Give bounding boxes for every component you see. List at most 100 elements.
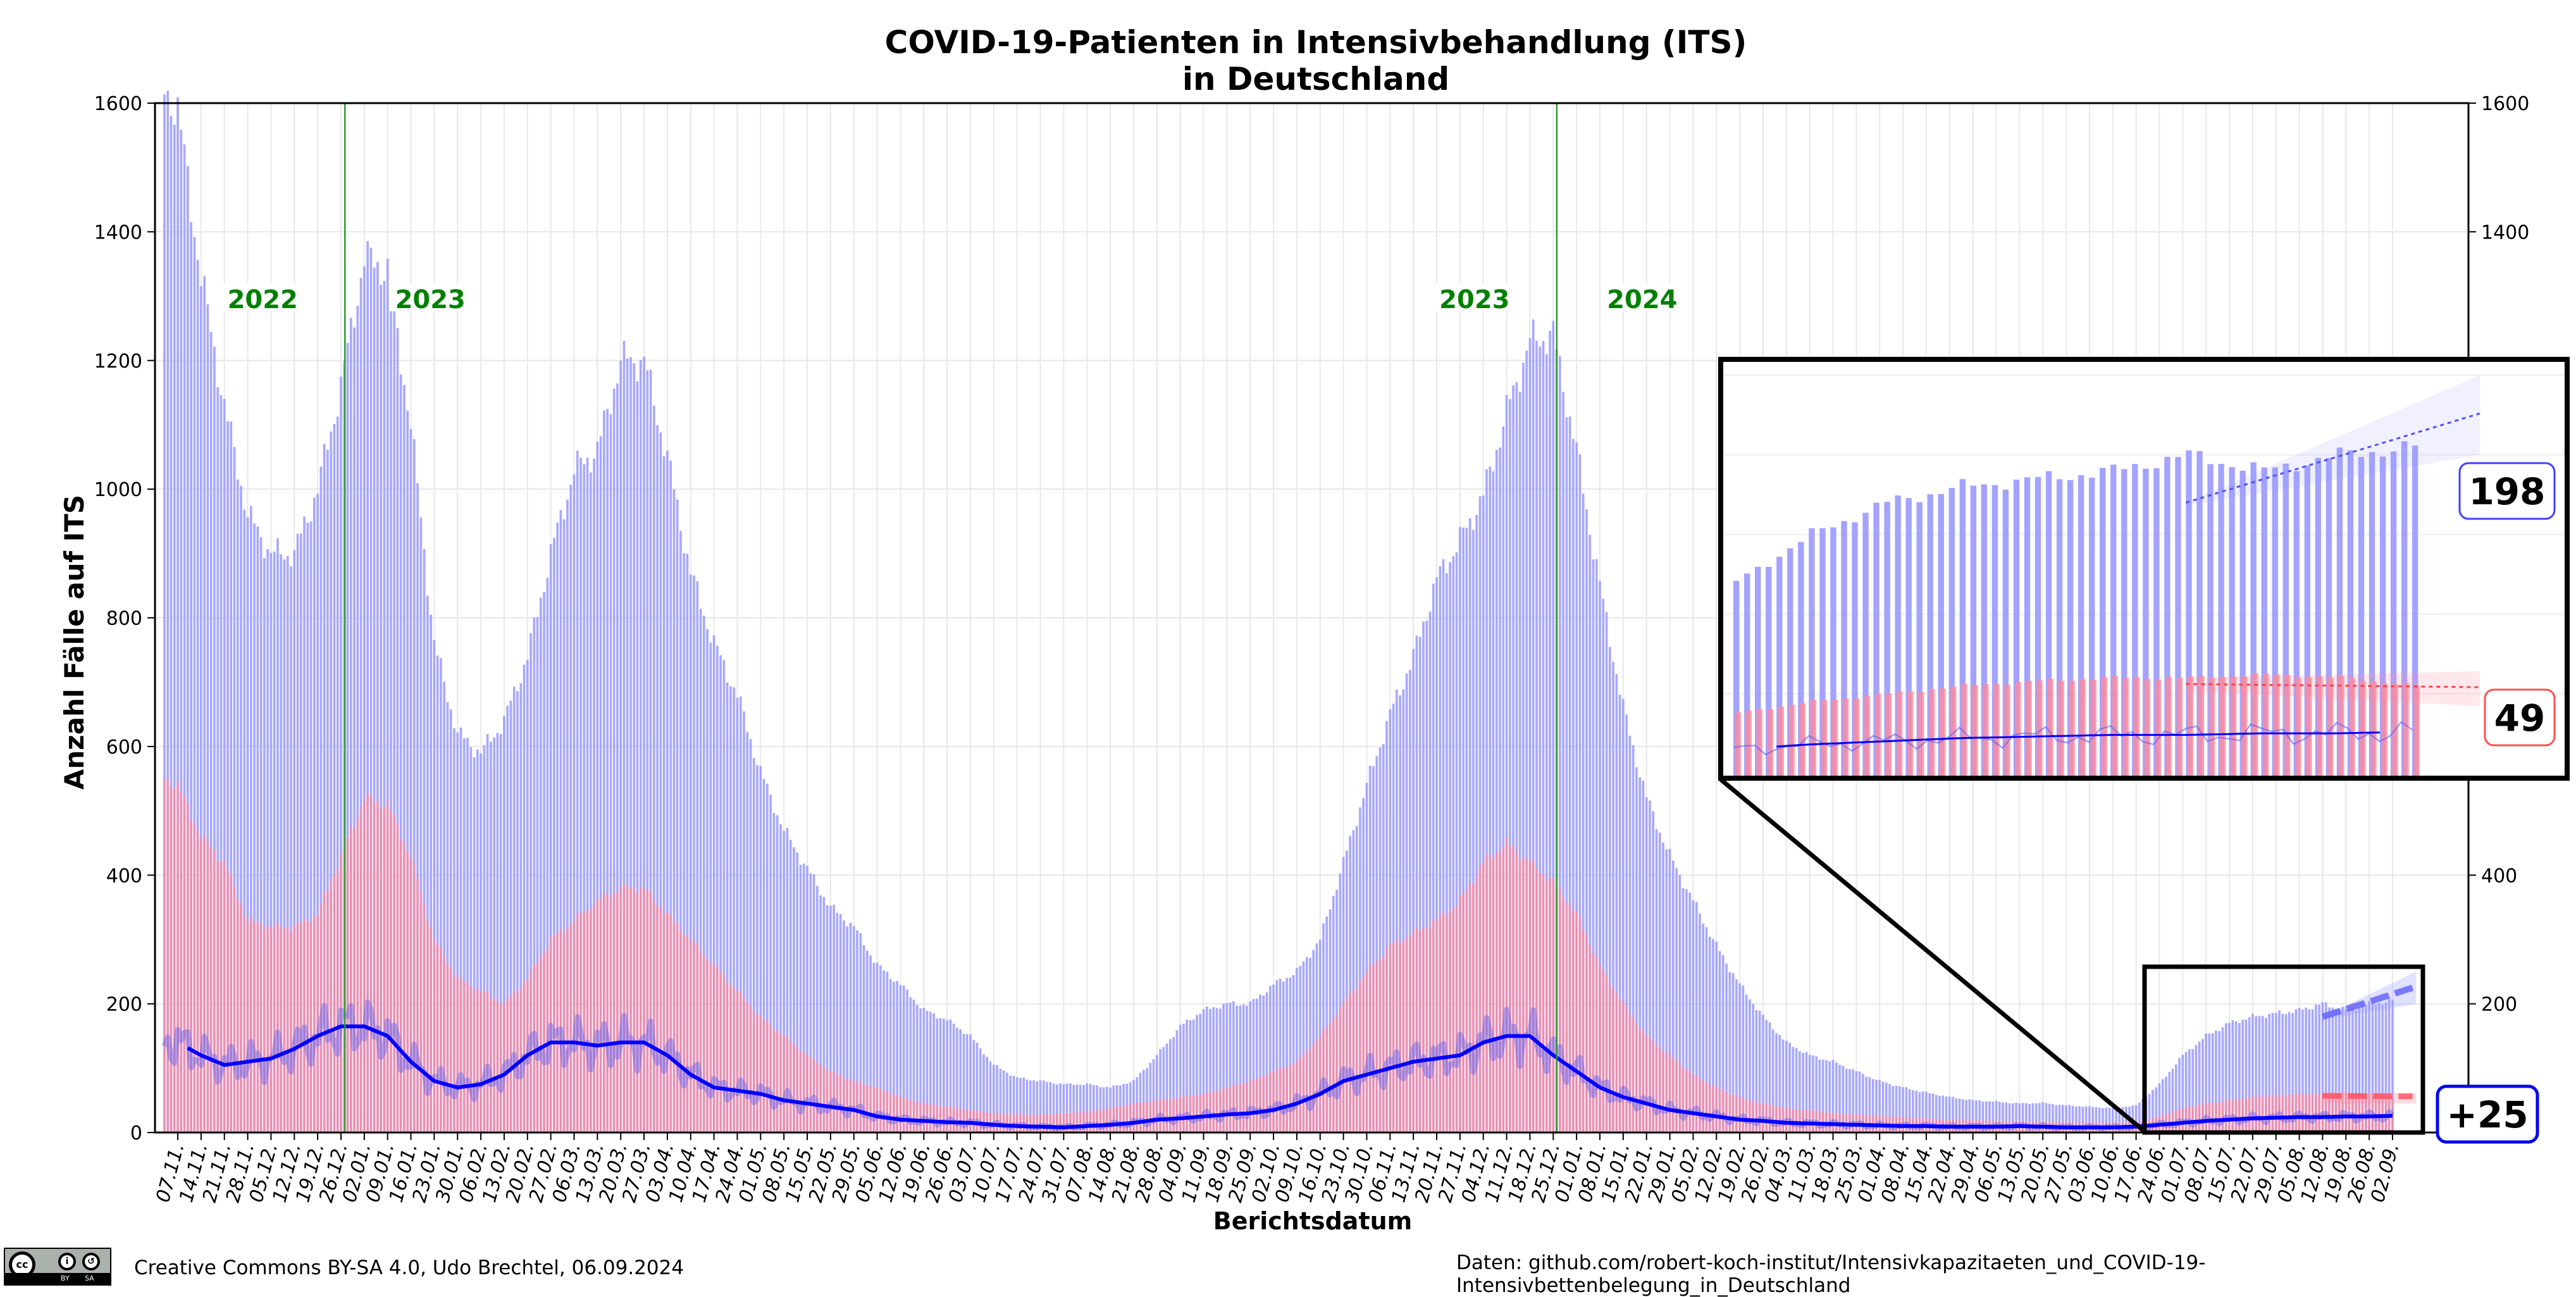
- bar-ventilated: [1549, 878, 1551, 1133]
- bar-total: [2248, 1017, 2251, 1133]
- bar-total: [1089, 1084, 1092, 1133]
- bar-ventilated: [1225, 1087, 1229, 1133]
- line-new-admissions-ma: [187, 1024, 2393, 1129]
- bar-ventilated: [1039, 1114, 1042, 1133]
- bar-ventilated: [1122, 1105, 1125, 1133]
- bar-ventilated: [1805, 1109, 1808, 1133]
- bar-ventilated: [1289, 1065, 1292, 1133]
- bar-ventilated: [2268, 1095, 2271, 1133]
- bar-total: [1149, 1063, 1152, 1133]
- bar-total: [2384, 1002, 2387, 1133]
- cc-license-badge[interactable]: cc i ↺ BY SA: [4, 1248, 111, 1286]
- bar-total: [1359, 807, 1361, 1133]
- bar-total: [2361, 1005, 2364, 1133]
- inset-bar-ventilated: [1983, 684, 1989, 778]
- bar-total: [576, 450, 579, 1133]
- bar-total: [2198, 1041, 2201, 1133]
- bar-total: [1265, 992, 1268, 1133]
- bar-total: [2348, 1008, 2351, 1133]
- bar-total: [512, 686, 516, 1133]
- weekly-change-label-box: [2436, 1084, 2539, 1144]
- bar-total: [1342, 857, 1345, 1133]
- bar-total: [2045, 1103, 2048, 1133]
- bar-ventilated: [436, 945, 439, 1133]
- bar-total: [306, 523, 309, 1133]
- bar-ventilated: [2391, 1096, 2394, 1133]
- bar-total: [2021, 1103, 2024, 1133]
- inset-bar-total: [2067, 480, 2074, 778]
- bar-total: [1835, 1062, 1838, 1133]
- inset-bar-total: [2336, 447, 2343, 778]
- bar-total: [893, 981, 895, 1133]
- y-tick-label-left: 600: [106, 736, 142, 759]
- bar-ventilated: [1535, 868, 1538, 1133]
- y-tick-label-left: 0: [130, 1122, 142, 1145]
- bar-total: [1542, 341, 1545, 1133]
- bar-total: [722, 659, 726, 1133]
- bar-ventilated: [243, 915, 246, 1133]
- bar-total: [2161, 1079, 2164, 1133]
- inset-bar-total: [1787, 548, 1793, 778]
- bar-ventilated: [1105, 1108, 1108, 1133]
- bar-total: [939, 1018, 942, 1133]
- bar-total: [1892, 1086, 1895, 1133]
- bar-ventilated: [1309, 1048, 1311, 1133]
- bar-total: [693, 575, 695, 1133]
- bar-total: [936, 1018, 939, 1133]
- bar-total: [2034, 1103, 2038, 1133]
- inset-bar-ventilated: [2274, 674, 2280, 778]
- bar-ventilated: [806, 1054, 808, 1133]
- bar-ventilated: [1082, 1112, 1085, 1133]
- bar-ventilated: [1155, 1100, 1158, 1133]
- bar-total: [1182, 1023, 1185, 1133]
- bar-total: [836, 912, 839, 1133]
- bar-ventilated: [1575, 911, 1578, 1133]
- bar-ventilated: [230, 874, 233, 1133]
- bar-total: [1998, 1101, 2001, 1133]
- bar-ventilated: [946, 1107, 948, 1133]
- bar-ventilated: [1396, 939, 1398, 1133]
- bar-total: [1885, 1083, 1888, 1133]
- inset-bar-total: [2024, 477, 2031, 778]
- bar-ventilated: [1721, 1089, 1725, 1133]
- bar-total: [2102, 1108, 2104, 1133]
- bar-ventilated: [626, 887, 629, 1133]
- bar-total: [919, 1008, 922, 1133]
- bar-total: [1645, 797, 1648, 1133]
- bar-ventilated: [809, 1057, 812, 1133]
- bar-total: [2005, 1102, 2008, 1133]
- bar-total: [1212, 1007, 1215, 1133]
- bar-total: [1346, 850, 1348, 1133]
- bar-ventilated: [2368, 1093, 2370, 1133]
- bar-total: [1449, 562, 1451, 1133]
- bar-ventilated: [416, 878, 419, 1133]
- bar-total: [1875, 1079, 1878, 1133]
- inset-bar-total: [1927, 494, 1933, 778]
- bar-total: [1229, 1002, 1232, 1133]
- bar-ventilated: [1489, 855, 1492, 1133]
- bar-total: [972, 1039, 975, 1133]
- bar-ventilated: [846, 1079, 849, 1133]
- bar-total: [526, 660, 529, 1133]
- bar-total: [1492, 471, 1495, 1133]
- bar-ventilated: [1588, 945, 1592, 1133]
- bar-ventilated: [1685, 1069, 1688, 1133]
- bar-total: [1652, 811, 1655, 1133]
- bar-total: [1305, 957, 1308, 1133]
- bar-total: [1955, 1098, 1958, 1133]
- bar-ventilated: [1708, 1084, 1711, 1133]
- bar-total: [679, 531, 682, 1133]
- bar-total: [806, 866, 808, 1133]
- bar-total: [249, 506, 252, 1133]
- bar-ventilated: [586, 909, 589, 1133]
- bar-ventilated: [893, 1095, 895, 1133]
- bar-total: [619, 360, 622, 1133]
- bar-ventilated: [330, 881, 333, 1133]
- bar-ventilated: [1389, 944, 1392, 1133]
- bar-total: [416, 483, 419, 1133]
- bar-total: [1558, 356, 1561, 1133]
- bar-total: [2215, 1030, 2217, 1133]
- bar-total: [473, 757, 476, 1133]
- bar-total: [943, 1019, 945, 1133]
- bar-ventilated: [2358, 1093, 2361, 1133]
